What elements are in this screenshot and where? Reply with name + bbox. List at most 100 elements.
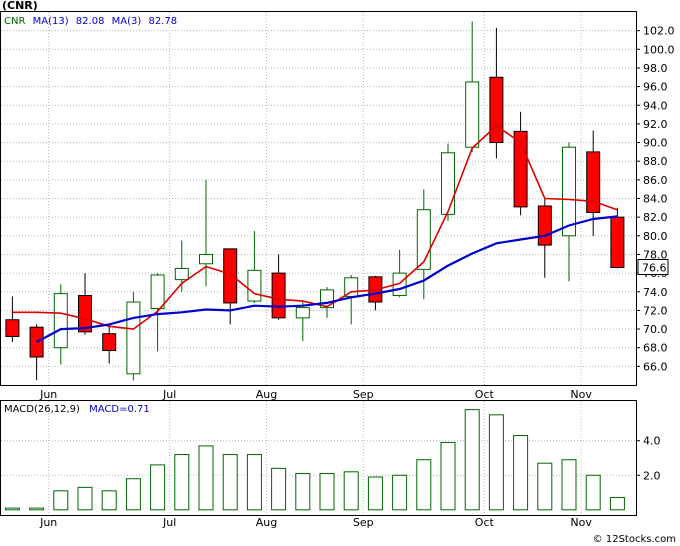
candle-up	[247, 231, 262, 303]
macd-bar	[440, 441, 456, 511]
price-grid	[1, 12, 636, 385]
candle-down	[5, 296, 20, 343]
candle-up	[562, 142, 576, 282]
legend-ma13-value: 82.08	[76, 16, 105, 27]
macd-bar	[271, 467, 287, 511]
macd-bar	[246, 454, 262, 511]
macd-bar	[319, 473, 335, 511]
price-y-tick-label: 102.0	[643, 25, 675, 38]
macd-x-axis: Jun Jul Aug Sep Oct Nov	[39, 516, 592, 529]
x-tick-label: Jul	[162, 516, 176, 529]
candle-body	[150, 274, 165, 310]
candle-body	[247, 269, 262, 302]
price-y-tick-label: 78.0	[643, 248, 668, 261]
x-tick-label: Nov	[570, 388, 592, 401]
macd-bar	[609, 497, 625, 511]
candle-body	[29, 326, 44, 358]
last-price-label: 76.6	[642, 262, 667, 275]
candle-body	[78, 294, 92, 333]
legend-ma3-label: MA(3)	[112, 16, 142, 27]
x-tick-label: Jun	[39, 388, 57, 401]
candle-body	[199, 253, 213, 265]
candles	[5, 21, 625, 381]
macd-bar	[198, 445, 214, 511]
price-panel: 66.068.070.072.074.076.078.080.082.084.0…	[0, 0, 675, 401]
macd-bar	[53, 490, 69, 511]
macd-bar	[367, 476, 383, 511]
price-x-axis: Jun Jul Aug Sep Oct Nov	[39, 388, 592, 401]
macd-bar	[585, 474, 601, 511]
macd-y-axis: 2.0 4.0	[636, 435, 661, 482]
symbol-title: (CNR)	[2, 0, 38, 12]
price-y-tick-label: 72.0	[643, 304, 668, 317]
candle-down	[489, 27, 504, 159]
x-tick-label: Jun	[39, 516, 57, 529]
price-y-tick-label: 88.0	[643, 155, 668, 168]
price-y-tick-label: 74.0	[643, 286, 668, 299]
macd-bar	[125, 478, 141, 511]
macd-bar	[392, 474, 408, 511]
macd-bar	[464, 409, 480, 511]
price-y-tick-label: 94.0	[643, 99, 668, 112]
candle-body	[174, 267, 189, 281]
candle-body	[441, 152, 455, 215]
last-price-box	[637, 259, 669, 276]
candle-up	[126, 291, 141, 381]
macd-bar	[343, 471, 359, 511]
candle-body	[53, 293, 68, 349]
x-tick-label: Jul	[162, 388, 176, 401]
macd-bar	[488, 414, 504, 511]
candle-body	[537, 205, 552, 246]
price-y-tick-label: 82.0	[643, 211, 668, 224]
price-y-tick-label: 68.0	[643, 342, 668, 355]
candle-up	[295, 301, 310, 342]
price-y-tick-label: 98.0	[643, 62, 668, 75]
legend-macd-params: MACD(26,12,9)	[4, 404, 80, 415]
macd-bar	[150, 464, 166, 511]
candle-body	[126, 301, 141, 375]
macd-bar	[561, 459, 577, 511]
price-y-tick-label: 70.0	[643, 323, 668, 336]
x-tick-label: Aug	[256, 516, 277, 529]
price-y-tick-label: 90.0	[643, 137, 668, 150]
x-tick-label: Aug	[256, 388, 277, 401]
candle-body	[223, 248, 238, 304]
candle-body	[562, 146, 576, 237]
legend-ma13-label: MA(13)	[33, 16, 69, 27]
candle-body	[5, 319, 20, 338]
macd-y-tick-label: 2.0	[643, 469, 661, 482]
price-y-tick-label: 80.0	[643, 230, 668, 243]
macd-panel: 2.0 4.0 Jun Jul Aug Sep Oct Nov MACD(26,12,9) …	[0, 400, 661, 529]
price-y-tick-label: 86.0	[643, 174, 668, 187]
candle-up	[199, 179, 213, 287]
legend-ma3-value: 82.78	[148, 16, 177, 27]
x-tick-label: Oct	[475, 516, 495, 529]
macd-histogram	[4, 409, 625, 511]
macd-bar	[101, 490, 117, 511]
watermark: © 12Stocks.com	[593, 534, 676, 545]
x-tick-label: Sep	[353, 516, 374, 529]
macd-legend: MACD(26,12,9) MACD=0.71	[4, 404, 150, 415]
macd-bar	[537, 462, 553, 511]
ma13-line	[36, 215, 618, 344]
macd-bar	[222, 454, 238, 511]
candle-body	[344, 277, 359, 297]
macd-bar	[513, 435, 529, 511]
price-y-axis: 66.068.070.072.074.076.078.080.082.084.0…	[636, 25, 675, 373]
candle-body	[489, 76, 504, 144]
candle-down	[102, 324, 117, 364]
candle-body	[586, 151, 601, 213]
price-y-tick-label: 92.0	[643, 118, 668, 131]
price-legend: CNR MA(13) 82.08 MA(3) 82.78	[4, 16, 177, 27]
candle-down	[29, 324, 44, 381]
price-y-tick-label: 96.0	[643, 81, 668, 94]
macd-y-tick-label: 4.0	[643, 435, 661, 448]
macd-bar	[29, 507, 45, 511]
x-tick-label: Nov	[570, 516, 592, 529]
legend-macd-value: MACD=0.71	[89, 404, 150, 415]
x-tick-label: Oct	[475, 388, 495, 401]
x-tick-label: Sep	[353, 388, 374, 401]
macd-grid	[1, 401, 636, 515]
macd-bar	[77, 486, 93, 511]
